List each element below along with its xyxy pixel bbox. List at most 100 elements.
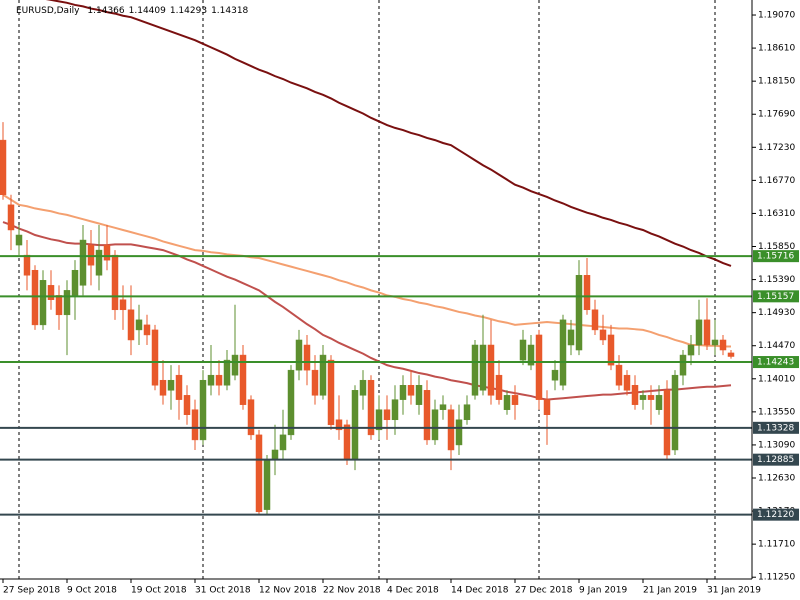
candle-body	[95, 249, 103, 276]
moving-average	[2, 193, 731, 348]
y-tick-label: 1.18150	[758, 77, 795, 87]
y-tick-label: 1.12630	[758, 474, 795, 484]
candle-body	[191, 409, 199, 441]
candle-body	[399, 385, 407, 400]
candle-body	[703, 319, 711, 346]
candle-body	[687, 344, 695, 356]
candle-body	[31, 269, 39, 326]
x-tick-label: 22 Nov 2018	[323, 586, 381, 596]
y-tick-label: 1.16310	[758, 209, 795, 219]
candle-body	[647, 395, 655, 400]
level-label-box	[753, 290, 799, 303]
candle-body	[479, 344, 487, 391]
candle-body	[607, 334, 615, 366]
candle-body	[351, 390, 359, 461]
candle-body	[47, 285, 55, 300]
level-label: 1.15716	[757, 252, 794, 262]
candle-body	[383, 409, 391, 421]
candle-body	[359, 379, 367, 396]
x-tick-label: 9 Jan 2019	[579, 586, 627, 596]
level-label: 1.12120	[757, 510, 794, 520]
chart-title: EURUSD,Daily 1.14366 1.14409 1.14293 1.14318	[16, 6, 249, 16]
candle-body	[119, 299, 127, 311]
level-label-box	[753, 421, 799, 434]
period-separators	[18, 0, 716, 579]
candle-body	[431, 409, 439, 441]
y-tick-label: 1.15850	[758, 242, 795, 252]
candle-body	[463, 404, 471, 421]
candle-body	[343, 424, 351, 461]
header-high: 1.14409	[129, 6, 166, 16]
candle-body	[295, 339, 303, 371]
y-tick-label: 1.13550	[758, 407, 795, 417]
candle-body	[415, 385, 423, 405]
candle-body	[87, 244, 95, 266]
candle-body	[319, 354, 327, 396]
candle-body	[151, 329, 159, 386]
axes	[0, 0, 753, 580]
candle-body	[0, 139, 7, 196]
y-tick-label: 1.14010	[758, 374, 795, 384]
x-tick-label: 14 Dec 2018	[451, 586, 509, 596]
level-label-box	[753, 508, 799, 521]
candle-body	[207, 374, 215, 386]
candle-body	[591, 309, 599, 331]
symbol: EURUSD,Daily	[16, 6, 80, 16]
candle-body	[655, 395, 663, 410]
candle-body	[39, 280, 47, 326]
candle-body	[559, 319, 567, 386]
candle-body	[503, 395, 511, 410]
candle-body	[407, 385, 415, 396]
candle-body	[263, 459, 271, 510]
candle-body	[327, 359, 335, 426]
candle-body	[631, 385, 639, 405]
header-low: 1.14293	[170, 6, 207, 16]
x-tick-label: 27 Dec 2018	[515, 586, 573, 596]
x-tick-label: 4 Dec 2018	[387, 586, 439, 596]
candle-body	[623, 374, 631, 391]
x-tick-label: 31 Oct 2018	[195, 586, 251, 596]
candle-body	[711, 339, 719, 346]
candle-body	[599, 329, 607, 341]
candle-body	[23, 254, 31, 276]
candle-body	[583, 275, 591, 311]
candle-body	[527, 344, 535, 366]
level-label: 1.12885	[757, 455, 794, 465]
candle-body	[439, 404, 447, 410]
x-tick-label: 27 Sep 2018	[3, 586, 60, 596]
candle-body	[567, 329, 575, 346]
candle-body	[671, 374, 679, 451]
candle-body	[615, 364, 623, 386]
candle-body	[71, 269, 79, 296]
level-label: 1.14243	[757, 358, 794, 368]
candle-body	[391, 399, 399, 421]
y-tick-label: 1.15390	[758, 275, 795, 285]
candle-body	[511, 395, 519, 405]
level-label-box	[753, 356, 799, 369]
candle-body	[551, 369, 559, 381]
candle-body	[575, 275, 583, 351]
candle-body	[7, 204, 15, 231]
candle-body	[287, 369, 295, 436]
y-tick-label: 1.17690	[758, 110, 795, 120]
candle-body	[79, 239, 87, 286]
moving-average	[2, 221, 732, 401]
y-tick-label: 1.11710	[758, 540, 795, 550]
candle-body	[183, 395, 191, 415]
candle-body	[447, 409, 455, 451]
candle-body	[423, 390, 431, 441]
candle-body	[127, 309, 135, 341]
plot-area	[0, 0, 752, 516]
candle-body	[519, 339, 527, 361]
y-tick-label: 1.16770	[758, 176, 795, 186]
candle-body	[167, 379, 175, 391]
candle-body	[199, 379, 207, 441]
candle-body	[639, 395, 647, 400]
candle-body	[335, 419, 343, 431]
y-tick-label: 1.18610	[758, 44, 795, 54]
candle-body	[311, 369, 319, 396]
level-label-box	[753, 250, 799, 263]
x-tick-label: 19 Oct 2018	[131, 586, 187, 596]
header-open: 1.14366	[87, 6, 124, 16]
